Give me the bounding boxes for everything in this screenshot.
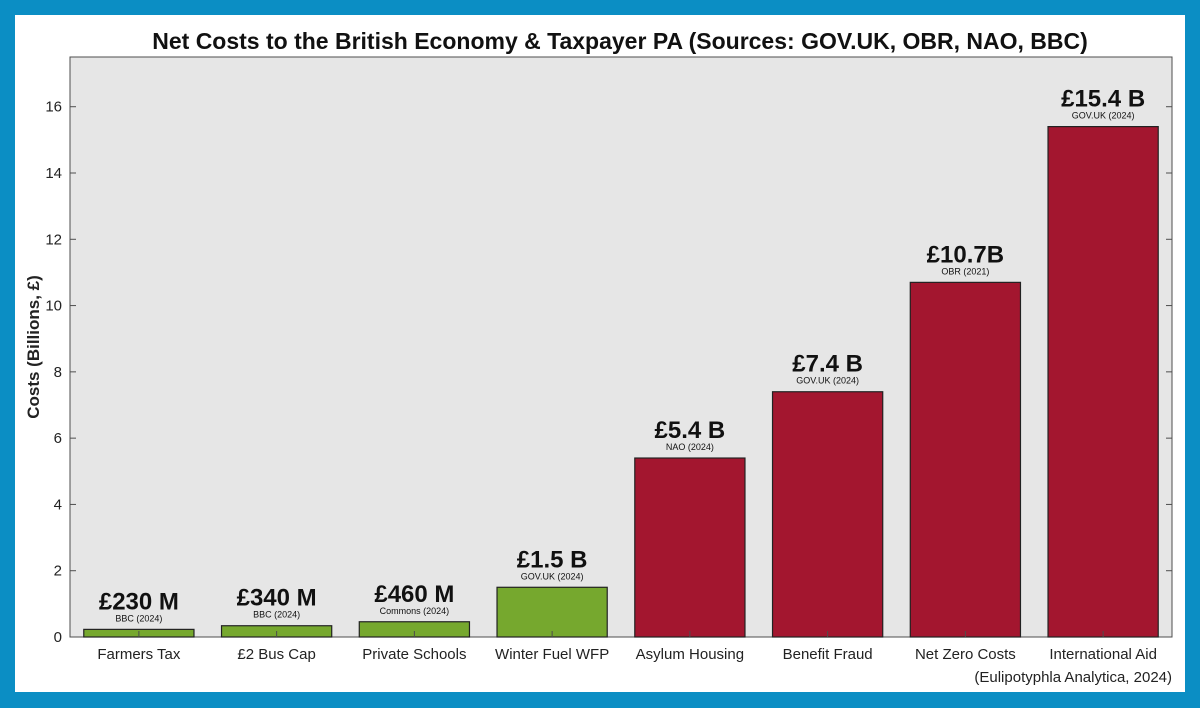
bar-source-label: BBC (2024): [115, 613, 162, 623]
bar: [771, 391, 884, 638]
chart-title: Net Costs to the British Economy & Taxpa…: [152, 28, 1088, 54]
bar: [909, 281, 1022, 638]
chart-frame: Net Costs to the British Economy & Taxpa…: [15, 15, 1185, 692]
bar-value-label: £1.5 B: [517, 546, 588, 573]
y-tick-label: 8: [54, 364, 62, 381]
y-tick-label: 6: [54, 430, 62, 447]
bar-chart: Net Costs to the British Economy & Taxpa…: [24, 28, 1173, 686]
bar-value-label: £340 M: [237, 585, 317, 612]
bar: [634, 457, 746, 638]
bar-value-label: £230 M: [99, 588, 179, 615]
y-tick-label: 0: [54, 629, 62, 646]
y-tick-label: 12: [45, 231, 62, 248]
x-tick-label: International Aid: [1049, 646, 1157, 663]
bar-source-label: OBR (2021): [941, 266, 989, 276]
y-tick-label: 4: [54, 496, 62, 513]
y-tick-label: 16: [45, 99, 62, 116]
y-tick-label: 14: [45, 165, 62, 182]
bar-value-label: £5.4 B: [655, 417, 726, 444]
bar-source-label: GOV.UK (2024): [796, 376, 859, 386]
bar-value-label: £15.4 B: [1061, 86, 1145, 113]
x-tick-label: Winter Fuel WFP: [495, 646, 609, 663]
bar-source-label: GOV.UK (2024): [521, 571, 584, 581]
bar-value-label: £7.4 B: [792, 351, 863, 378]
x-tick-label: Asylum Housing: [636, 646, 744, 663]
bar: [496, 586, 608, 638]
bar-source-label: NAO (2024): [666, 442, 714, 452]
bar-source-label: Commons (2024): [380, 606, 450, 616]
y-axis: 0 2 4 6 8 10 12 14 16: [45, 99, 1172, 646]
chart-credit: (Eulipotyphla Analytica, 2024): [974, 669, 1172, 686]
bar-value-label: £10.7B: [927, 241, 1004, 268]
bar-source-label: GOV.UK (2024): [1072, 111, 1135, 121]
bar-source-label: BBC (2024): [253, 610, 300, 620]
y-tick-label: 2: [54, 563, 62, 580]
x-tick-label: Farmers Tax: [97, 646, 181, 663]
bar: [1047, 125, 1159, 638]
y-tick-label: 10: [45, 298, 62, 315]
bar-value-label: £460 M: [374, 581, 454, 608]
x-tick-label: £2 Bus Cap: [237, 646, 315, 663]
x-tick-label: Benefit Fraud: [783, 646, 873, 663]
x-tick-label: Private Schools: [362, 646, 466, 663]
x-tick-label: Net Zero Costs: [915, 646, 1016, 663]
y-axis-label: Costs (Billions, £): [24, 275, 43, 419]
